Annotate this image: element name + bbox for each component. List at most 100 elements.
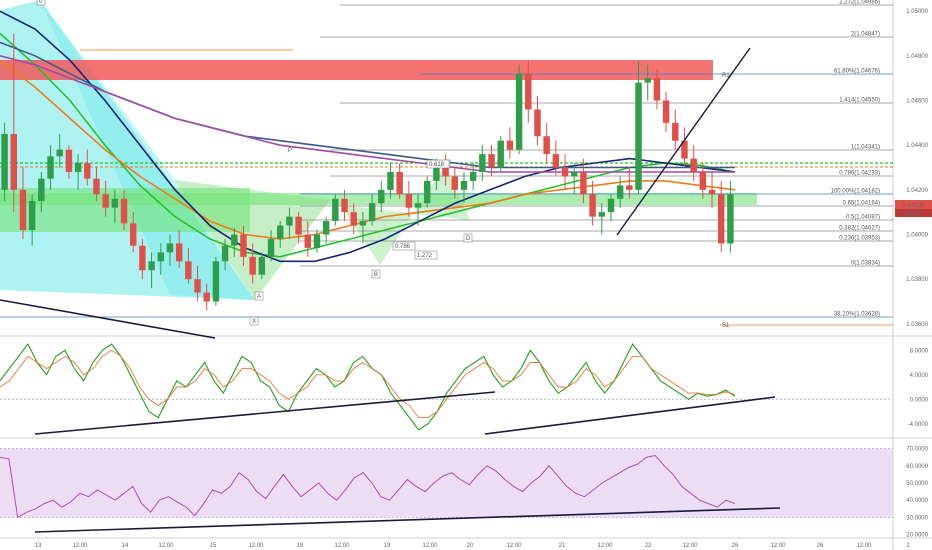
time-tick-label: 13 [35,543,42,549]
moving-average-line [0,55,735,173]
rsi-tick-label: 60.0000 [906,464,928,470]
candle-body [267,238,275,257]
candle-body [552,154,560,168]
time-tick-label: 14 [122,543,129,549]
candle-body [194,279,201,293]
candle-body [74,163,82,172]
time-tick-label: 22 [645,543,652,549]
candle-body [525,73,532,110]
candle-body [451,176,458,190]
candle-body [708,189,716,195]
candle-body [148,261,155,271]
harmonic-label: 0.618 [429,162,445,168]
rsi-band [0,448,893,518]
candle-body [396,171,403,195]
price-tick-label: 1.04800 [906,54,928,60]
candle-body [433,167,440,181]
candle-body [203,292,210,302]
countdown-badge [895,209,932,217]
oscillator-tick-label: 0.0000 [910,397,929,403]
candle-body [240,234,247,257]
candle-body [341,198,348,213]
candle-body [93,178,100,195]
candle-body [166,243,174,253]
rsi-tick-label: 70.0000 [906,447,928,453]
harmonic-label: D [466,236,471,242]
time-tick-label: 12:00 [506,543,522,549]
candle-body [277,225,284,239]
candle-body [249,256,256,275]
trendline [0,299,216,339]
candle-body [322,221,330,235]
candle-body [506,140,514,150]
candle-body [699,171,707,190]
candle-body [231,234,238,246]
price-tick-label: 1.04400 [906,143,928,149]
candle-body [387,171,394,190]
countdown-label: 54:33 [905,211,921,217]
harmonic-label-box [249,316,259,326]
fib-level-label: 0(1.03834) [851,261,880,267]
price-tick-label: 1.03600 [906,322,928,328]
candle-body [718,194,725,244]
s1-label: S1 [722,323,730,329]
candle-body [65,149,73,172]
candle-body [616,185,624,199]
time-tick-label: 18 [297,543,304,549]
candle-body [139,245,146,271]
harmonic-label: A [257,294,261,300]
candle-body [212,261,220,302]
candle-body [469,171,477,181]
time-tick-label: 20 [467,543,474,549]
candle-body [405,194,413,208]
harmonic-label-box [36,0,46,6]
candle-body [589,194,596,217]
fib-level-label: 2.272(1.04985) [839,0,880,6]
fib-level-label: 0.5(1.04087) [846,215,880,221]
candle-body [120,198,128,224]
candle-body [295,216,302,235]
candle-body [690,158,697,172]
r1-label: R1 [722,73,730,79]
time-tick-label: 26 [817,543,824,549]
fib-level-label: 0.236(1.03953) [839,236,880,242]
fib-level-label: 61.80%(1.04676) [834,69,880,75]
candle-body [571,171,578,177]
oscillator-line [0,349,736,419]
resistance-zone [0,60,713,80]
harmonic-label-box [392,241,416,251]
candle-body [626,185,633,190]
rsi-tick-label: 40.0000 [906,498,928,504]
candle-body [460,180,468,190]
candle-body [304,234,311,248]
price-tick-label: 1.04000 [906,233,928,239]
price-tick-label: 1.04200 [906,188,928,194]
candle-body [727,194,734,244]
trendline [616,47,751,236]
time-tick-label: 2 [906,543,910,549]
candle-body [350,212,357,226]
harmonic-label: 0.786 [395,244,411,250]
candle-body [47,156,54,179]
oscillator-tick-label: -4.0000 [908,422,929,428]
harmonic-label: 0 [39,0,43,5]
candle-body [644,78,651,83]
oscillator-tick-label: 4.0000 [910,373,929,379]
fib-level-label: 100.00%(1.04182) [831,189,880,195]
candle-body [286,216,293,226]
fib-level-label: 1.414(1.04550) [839,98,880,104]
fib-level-label: 1(1.04341) [851,145,880,151]
time-tick-label: 12:00 [72,543,88,549]
candle-body [580,171,587,195]
harmonic-label-box [463,233,473,243]
candle-body [442,167,449,177]
harmonic-label-box [414,250,438,260]
time-tick-label: 12:00 [856,543,872,549]
candle-body [185,261,192,280]
candle-body [598,212,605,217]
time-tick-label: 12:00 [597,543,613,549]
candle-body [221,245,229,262]
candle-body [607,198,615,213]
candle-body [332,198,339,222]
